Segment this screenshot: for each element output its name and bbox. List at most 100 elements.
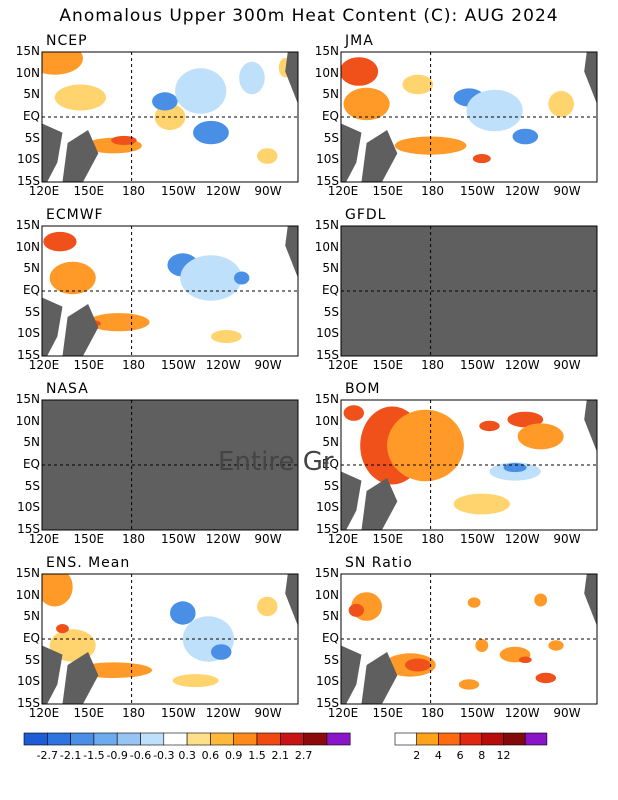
longitude-label: 90W: [254, 184, 282, 198]
colorbar-swatch: [416, 732, 439, 746]
latitude-label: 10N: [15, 413, 40, 428]
latitude-label: 5N: [23, 609, 40, 624]
longitude-label: 150E: [73, 358, 105, 372]
anomaly-patch: [239, 61, 265, 95]
longitude-label: 120E: [327, 706, 359, 720]
colorbar-swatch: [46, 732, 71, 746]
colorbar-swatch: [163, 732, 188, 746]
latitude-label: 10N: [314, 413, 339, 428]
anomaly-patch: [42, 574, 73, 607]
anomaly-patch: [405, 658, 431, 672]
longitude-label: 120W: [504, 184, 540, 198]
longitude-label: 120W: [504, 358, 540, 372]
longitude-label: 90W: [553, 358, 581, 372]
land-borneo-sumatra: [42, 645, 63, 704]
anomaly-patch: [43, 231, 77, 252]
latitude-label: 5S: [24, 304, 40, 319]
colorbar-label: 0.3: [178, 749, 196, 762]
latitude-label: 15S: [316, 174, 339, 188]
colorbar-label: 6: [456, 749, 464, 762]
latitude-label: EQ: [321, 109, 339, 123]
longitude-label: 120E: [28, 358, 60, 372]
anomaly-patch: [152, 92, 178, 111]
colorbar-label: -0.9: [106, 749, 128, 762]
panel-title: NASA: [46, 381, 89, 397]
anomaly-patch: [458, 679, 480, 690]
longitude-label: 120W: [205, 706, 241, 720]
anomaly-patch: [54, 84, 106, 111]
latitude-label: 15N: [15, 392, 40, 406]
longitude-label: 120E: [28, 532, 60, 546]
land-borneo-sumatra: [42, 123, 63, 182]
latitude-label: 15S: [17, 348, 40, 362]
land-americas: [285, 574, 298, 626]
longitude-label: 180: [421, 706, 445, 720]
latitude-label: EQ: [321, 631, 339, 645]
latitude-label: 10N: [314, 239, 339, 254]
latitude-label: 15N: [15, 566, 40, 580]
panel-title: ECMWF: [46, 207, 104, 223]
anomaly-patch: [42, 52, 83, 75]
colorbar-swatch: [233, 732, 258, 746]
colorbar-swatch: [140, 732, 165, 746]
anomaly-patch: [56, 624, 69, 634]
latitude-label: 5S: [24, 130, 40, 145]
panel-title: JMA: [345, 33, 374, 49]
latitude-label: 10N: [15, 587, 40, 602]
anomaly-patch: [387, 409, 464, 482]
longitude-label: 150W: [161, 184, 196, 198]
land-borneo-sumatra: [341, 471, 362, 530]
land-americas: [285, 226, 298, 278]
anomaly-patch: [172, 674, 219, 688]
colorbar-label: -0.6: [129, 749, 152, 762]
colorbar-anomaly: [23, 732, 351, 746]
longitude-label: 120W: [205, 358, 241, 372]
anomaly-patch: [210, 644, 232, 660]
latitude-label: 15N: [314, 566, 339, 580]
latitude-label: EQ: [321, 283, 339, 297]
latitude-label: 15S: [17, 522, 40, 536]
longitude-label: 90W: [553, 706, 581, 720]
latitude-label: 5N: [322, 87, 339, 102]
latitude-label: 10S: [316, 152, 339, 167]
land-new-guinea: [62, 304, 99, 356]
overlay-text: Entire Gr: [218, 447, 334, 477]
colorbar-swatch: [481, 732, 504, 746]
longitude-label: 90W: [553, 184, 581, 198]
anomaly-patch: [517, 423, 564, 450]
colorbar-swatch: [279, 732, 304, 746]
map-panel-2: [340, 51, 598, 183]
latitude-label: EQ: [22, 109, 40, 123]
anomaly-patch: [210, 330, 242, 343]
latitude-label: 5S: [323, 652, 339, 667]
anomaly-patch: [175, 68, 227, 114]
panel-title: GFDL: [345, 207, 387, 223]
longitude-label: 120E: [327, 358, 359, 372]
longitude-label: 120W: [205, 532, 241, 546]
anomaly-patch: [534, 593, 548, 607]
latitude-label: 10N: [314, 65, 339, 80]
longitude-label: 180: [421, 532, 445, 546]
colorbar-label: 0.6: [201, 749, 220, 762]
figure-title: Anomalous Upper 300m Heat Content (C): A…: [59, 6, 559, 26]
land-new-guinea: [361, 130, 398, 182]
longitude-label: 180: [421, 358, 445, 372]
longitude-label: 120E: [327, 184, 359, 198]
longitude-label: 150W: [460, 358, 495, 372]
latitude-label: 10S: [316, 500, 339, 515]
colorbar-swatch: [93, 732, 118, 746]
longitude-label: 150E: [73, 184, 105, 198]
anomaly-patch: [348, 603, 365, 617]
anomaly-patch: [343, 405, 365, 421]
land-americas: [285, 52, 298, 104]
colorbar-swatch: [23, 732, 48, 746]
latitude-label: 10N: [15, 65, 40, 80]
colorbar-snratio: [394, 732, 548, 746]
anomaly-patch: [402, 74, 434, 95]
latitude-label: 5S: [24, 478, 40, 493]
anomaly-patch: [170, 601, 196, 625]
colorbar-swatch: [326, 732, 351, 746]
map-panel-5: [41, 399, 299, 531]
colorbar-label: 0.9: [224, 749, 243, 762]
latitude-label: 5N: [322, 435, 339, 450]
